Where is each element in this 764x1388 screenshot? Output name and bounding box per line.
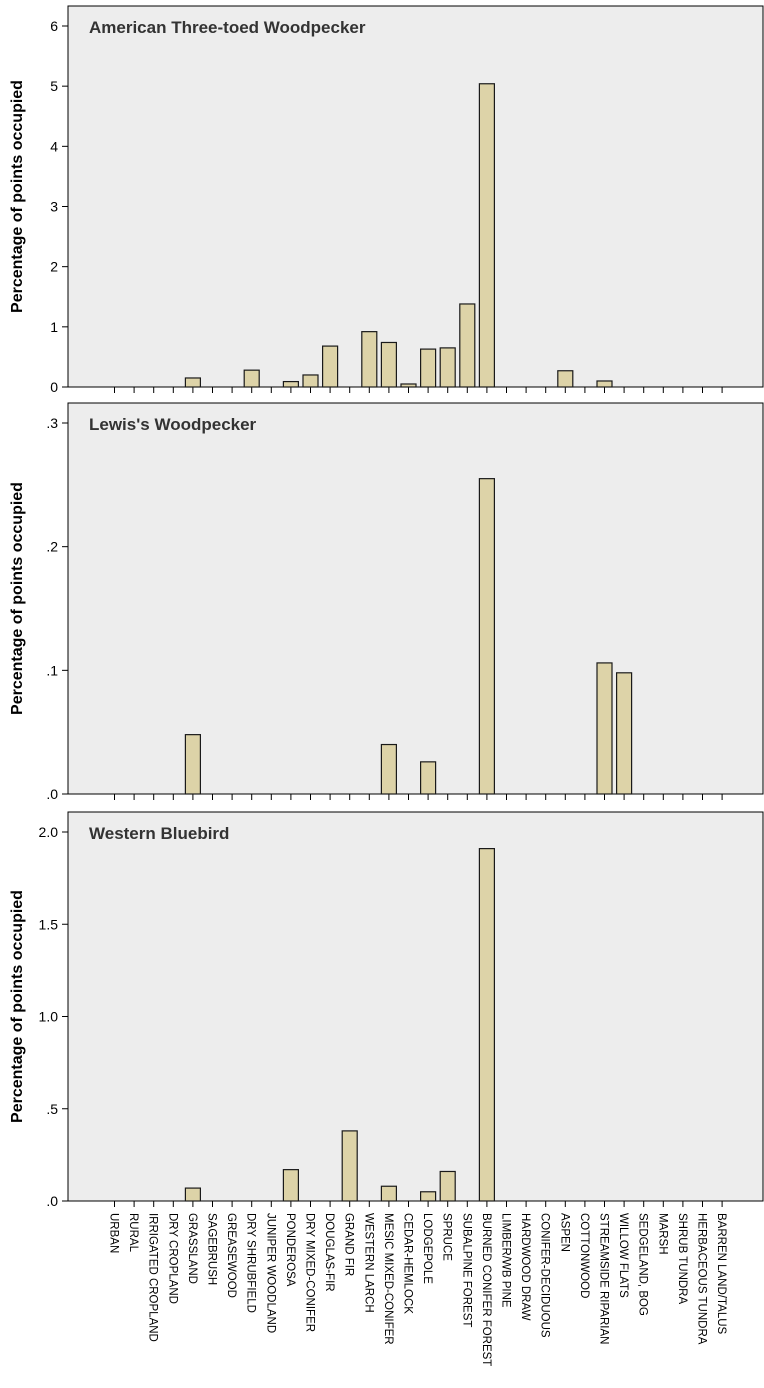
category-label: SAGEBRUSH xyxy=(206,1213,218,1285)
bar xyxy=(380,743,397,795)
bar xyxy=(478,848,495,1202)
category-label: IRRIGATED CROPLAND xyxy=(147,1213,159,1342)
category-label: STREAMSIDE RIPARIAN xyxy=(598,1213,610,1344)
chart-panel: 0 1 2 3 4 5 6 Percentage of points occupied Amer… xyxy=(9,5,764,395)
y-tick-label: 2 xyxy=(50,259,58,275)
category-label: CEDAR-HEMLOCK xyxy=(402,1213,414,1314)
y-tick-label: .5 xyxy=(46,1101,58,1117)
y-tick-label: .0 xyxy=(46,786,58,802)
category-label: SEDGELAND, BOG xyxy=(637,1213,649,1316)
category-label: WILLOW FLATS xyxy=(617,1213,629,1298)
chart-panels: 0 1 2 3 4 5 6 Percentage of points occupied Amer… xyxy=(9,5,764,1209)
y-axis-label: Percentage of points occupied xyxy=(9,890,26,1123)
y-tick-label: .0 xyxy=(46,1193,58,1209)
panel-title: American Three-toed Woodpecker xyxy=(89,18,366,37)
bar xyxy=(596,662,613,795)
category-label: DRY MIXED-CONIFER xyxy=(304,1213,316,1332)
bar xyxy=(302,374,319,388)
y-tick-label: .2 xyxy=(46,539,58,555)
bar xyxy=(439,347,456,388)
y-tick-label: 5 xyxy=(50,78,58,94)
bar xyxy=(322,345,339,388)
bar xyxy=(243,369,260,388)
y-tick-label: 3 xyxy=(50,199,58,215)
category-label: MESIC MIXED-CONIFER xyxy=(382,1213,394,1345)
bar xyxy=(361,331,378,388)
category-label: BARREN LAND/TALUS xyxy=(715,1213,727,1335)
y-axis-label: Percentage of points occupied xyxy=(9,80,26,313)
bar xyxy=(184,1187,201,1202)
category-label: DRY CROPLAND xyxy=(166,1213,178,1304)
y-tick-label: .1 xyxy=(46,662,58,678)
chart-panel: .0 .1 .2 .3 Percentage of points occupied Lew… xyxy=(9,402,764,802)
y-tick-label: 0 xyxy=(50,379,58,395)
category-label: PONDEROSA xyxy=(284,1213,296,1287)
category-label: SHRUB TUNDRA xyxy=(676,1213,688,1304)
category-label: ASPEN xyxy=(558,1213,570,1252)
category-label: HERBACEOUS TUNDRA xyxy=(696,1213,708,1345)
category-label: GRAND FIR xyxy=(343,1213,355,1276)
y-tick-label: .3 xyxy=(46,415,58,431)
category-label: BURNED CONIFER FOREST xyxy=(480,1213,492,1366)
plot-area xyxy=(67,811,764,1202)
bar xyxy=(184,377,201,388)
category-label: MARSH xyxy=(656,1213,668,1255)
category-axis-labels: URBAN RURAL IRRIGATED CROPLAND DRY CROPLAND… xyxy=(108,1213,728,1366)
category-label: COTTONWOOD xyxy=(578,1213,590,1298)
bar xyxy=(459,303,476,388)
bar xyxy=(420,761,437,795)
y-tick-label: 6 xyxy=(50,18,58,34)
category-label: LIMBER/WB PINE xyxy=(500,1213,512,1308)
y-tick-label: 1 xyxy=(50,319,58,335)
category-label: DRY SHRUBFIELD xyxy=(245,1213,257,1313)
category-label: SUBALPINE FOREST xyxy=(460,1213,472,1327)
bar xyxy=(439,1170,456,1202)
y-tick-label: 1.5 xyxy=(39,916,59,932)
category-label: GREASEWOOD xyxy=(225,1213,237,1298)
bar xyxy=(380,341,397,388)
bar xyxy=(380,1185,397,1202)
y-tick-label: 4 xyxy=(50,138,58,154)
bar xyxy=(420,348,437,388)
plot-area xyxy=(67,402,764,795)
bar xyxy=(478,83,495,388)
category-label: SPRUCE xyxy=(441,1213,453,1261)
chart-panel: .0 .5 1.0 1.5 2.0 Percentage of points occupi… xyxy=(9,811,764,1209)
bar xyxy=(282,1169,299,1202)
bar xyxy=(557,370,574,388)
bar xyxy=(341,1130,358,1202)
y-axis-label: Percentage of points occupied xyxy=(9,482,26,715)
plot-area xyxy=(67,5,764,388)
y-tick-label: 2.0 xyxy=(39,824,59,840)
bar xyxy=(596,380,613,388)
category-label: URBAN xyxy=(108,1213,120,1253)
bar xyxy=(282,380,299,388)
bar xyxy=(615,672,633,795)
category-label: DOUGLAS-FIR xyxy=(323,1213,335,1292)
category-label: JUNIPER WOODLAND xyxy=(264,1213,276,1333)
category-label: RURAL xyxy=(127,1213,139,1253)
y-tick-label: 1.0 xyxy=(39,1009,59,1025)
category-label: WESTERN LARCH xyxy=(362,1213,374,1313)
category-label: LODGEPOLE xyxy=(421,1213,433,1284)
bar xyxy=(478,478,495,795)
bar xyxy=(184,734,201,795)
bar xyxy=(400,383,417,388)
panel-title: Lewis's Woodpecker xyxy=(89,415,257,434)
bar xyxy=(420,1191,437,1202)
category-label: GRASSLAND xyxy=(186,1213,198,1284)
panel-title: Western Bluebird xyxy=(89,824,229,843)
category-label: CONIFER-DECIDUOUS xyxy=(539,1213,551,1338)
category-label: HARDWOOD DRAW xyxy=(519,1213,531,1321)
